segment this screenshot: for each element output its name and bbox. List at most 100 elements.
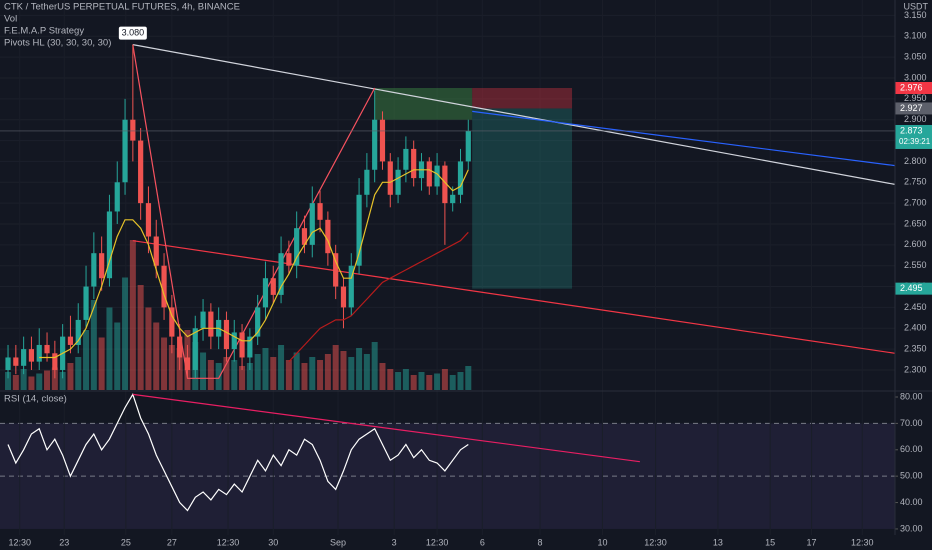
candle-body (231, 332, 237, 350)
candle-body (145, 203, 152, 237)
countdown: 02:39:21 (899, 137, 931, 146)
x-tick-label: Sep (330, 537, 346, 547)
volume-bar (340, 351, 347, 390)
candle-body (255, 307, 261, 337)
volume-bar (200, 352, 207, 390)
volume-bar (153, 322, 160, 390)
x-tick-label: 17 (807, 537, 817, 547)
candle-body (138, 140, 144, 204)
candle-body (348, 265, 354, 308)
y-tick-label: 3.000 (904, 72, 927, 82)
indicator-label: Pivots HL (30, 30, 30, 30) (4, 38, 111, 49)
indicator-label: F.E.M.A.P Strategy (4, 26, 84, 37)
candle-body (372, 119, 378, 170)
x-tick-label: 12:30 (8, 537, 31, 547)
candle-body (153, 236, 159, 266)
candle-body (83, 286, 89, 320)
annotation-box (118, 26, 147, 40)
candle-body (52, 353, 58, 370)
x-tick-label: 12:30 (217, 537, 240, 547)
volume-bar (246, 363, 253, 390)
volume-bar (12, 375, 19, 390)
volume-bar (145, 307, 152, 390)
volume-bar (5, 372, 12, 390)
rsi-tick-label: 60.00 (900, 444, 923, 454)
volume-bar (161, 337, 168, 390)
volume-bar (293, 352, 300, 390)
rsi-tick-label: 50.00 (900, 471, 923, 481)
candle-body (177, 336, 183, 358)
candle-body (301, 228, 308, 245)
candle-body (223, 319, 230, 350)
volume-bar (363, 354, 370, 390)
price-tag (895, 124, 932, 149)
volume-bar (332, 345, 339, 390)
x-tick-label: 15 (765, 537, 775, 547)
y-tick-label: 2.900 (904, 114, 927, 124)
y-tick-label: 2.550 (904, 260, 927, 270)
annotation-label: 3.080 (122, 28, 145, 38)
y-tick-label: 2.300 (904, 364, 927, 374)
candle-body (450, 194, 456, 204)
candle-body (208, 311, 214, 337)
x-tick-label: 12:30 (644, 537, 667, 547)
y-tick-label: 3.150 (904, 10, 927, 20)
candle-body (294, 228, 300, 266)
volume-bar (28, 376, 35, 390)
y-tick-label: 2.950 (904, 93, 927, 103)
price-tag-label: 2.976 (900, 82, 923, 92)
y-tick-label: 2.400 (904, 323, 927, 333)
candle-body (325, 219, 331, 254)
candle-body (387, 161, 393, 195)
candle-body (192, 328, 198, 370)
x-tick-label: 3 (392, 537, 397, 547)
position-box (472, 108, 573, 289)
candle-body (317, 203, 323, 220)
y-tick-label: 2.650 (904, 218, 927, 228)
volume-bar (278, 345, 285, 390)
volume-bar (379, 363, 386, 390)
candle-body (114, 182, 120, 212)
price-tag (895, 82, 932, 95)
candle-body (91, 253, 97, 287)
y-tick-label: 2.600 (904, 239, 927, 249)
volume-bar (356, 348, 363, 390)
candle-body (457, 161, 464, 195)
candle-body (270, 278, 276, 295)
volume-bar (59, 372, 66, 390)
volume-bar (231, 360, 238, 390)
volume-bar (106, 307, 113, 390)
indicator-label: Vol (4, 14, 17, 25)
candle-body (426, 161, 432, 187)
volume-bar (114, 322, 121, 390)
trendline (132, 240, 896, 354)
candle-body (239, 332, 245, 358)
y-tick-label: 2.700 (904, 198, 927, 208)
volume-bar (90, 300, 97, 390)
volume-bar (449, 375, 456, 390)
candle-body (411, 148, 417, 179)
candle-body (13, 357, 19, 366)
volume-bar (223, 357, 230, 390)
rsi-trendline (132, 393, 640, 463)
rsi-tick-label: 40.00 (900, 497, 923, 507)
currency-label: USDT (904, 1, 929, 11)
volume-bar (426, 375, 433, 390)
rsi-tick-label: 80.00 (900, 391, 923, 401)
x-tick-label: 27 (167, 537, 177, 547)
price-tag-label: 2.873 (900, 125, 923, 135)
moving-average (288, 231, 469, 363)
volume-bar (317, 360, 324, 390)
volume-bar (402, 369, 409, 390)
price-tag (895, 282, 932, 295)
candle-body (403, 148, 409, 170)
candle-body (247, 336, 253, 358)
rsi-band (0, 423, 895, 529)
candle-body (5, 357, 11, 370)
candle-body (278, 253, 284, 295)
volume-bar (20, 369, 27, 390)
volume-bar (465, 366, 472, 390)
rsi-line (7, 392, 469, 512)
volume-bar (254, 354, 261, 390)
